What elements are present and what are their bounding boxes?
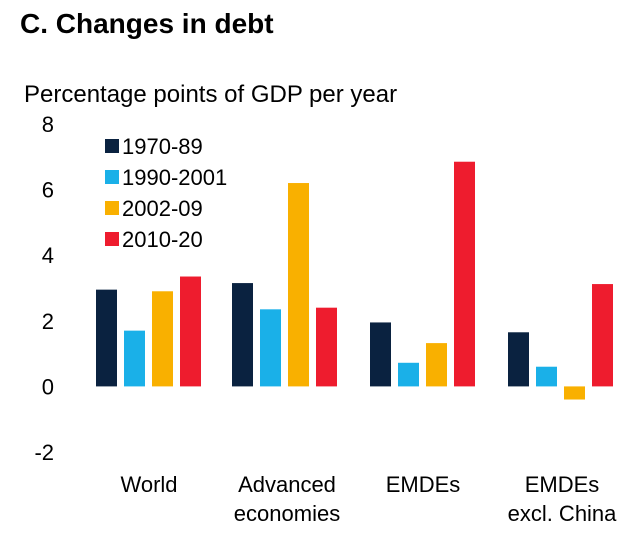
legend-label: 2010-20 <box>122 227 203 252</box>
chart-title: C. Changes in debt <box>20 8 274 39</box>
category-label: EMDEs <box>386 472 461 497</box>
bar <box>232 283 253 387</box>
bars <box>96 161 613 400</box>
y-axis-label: Percentage points of GDP per year <box>24 81 397 108</box>
bar <box>152 291 173 387</box>
bar <box>288 183 309 387</box>
y-tick-label: 8 <box>42 112 54 137</box>
legend-label: 2002-09 <box>122 196 203 221</box>
y-tick-label: 4 <box>42 243 54 268</box>
bar <box>592 284 613 387</box>
legend-swatch <box>105 201 119 215</box>
category-label: economies <box>234 501 340 526</box>
legend-swatch <box>105 139 119 153</box>
legend-label: 1970-89 <box>122 134 203 159</box>
y-tick-label: 2 <box>42 309 54 334</box>
bar <box>370 322 391 387</box>
legend-label: 1990-2001 <box>122 165 227 190</box>
y-tick-label: 0 <box>42 374 54 399</box>
category-label: EMDEs <box>525 472 600 497</box>
bar <box>316 307 337 387</box>
bar <box>260 309 281 387</box>
bar <box>96 289 117 387</box>
y-tick-label: 6 <box>42 178 54 203</box>
bar <box>398 362 419 387</box>
category-labels: World Advanced economies EMDEs EMDEs excl. Ch… <box>120 472 617 526</box>
bar <box>426 343 447 387</box>
category-label: excl. China <box>508 501 618 526</box>
bar <box>564 386 585 400</box>
y-tick-label: -2 <box>34 440 54 465</box>
category-label: Advanced <box>238 472 336 497</box>
y-ticks: -2 0 2 4 6 8 <box>34 112 54 465</box>
bar <box>536 366 557 387</box>
bar <box>180 276 201 387</box>
bar <box>124 330 145 387</box>
bar <box>454 161 475 387</box>
category-label: World <box>120 472 177 497</box>
legend-swatch <box>105 170 119 184</box>
legend: 1970-89 1990-2001 2002-09 2010-20 <box>105 134 227 252</box>
legend-swatch <box>105 232 119 246</box>
bar <box>508 332 529 387</box>
